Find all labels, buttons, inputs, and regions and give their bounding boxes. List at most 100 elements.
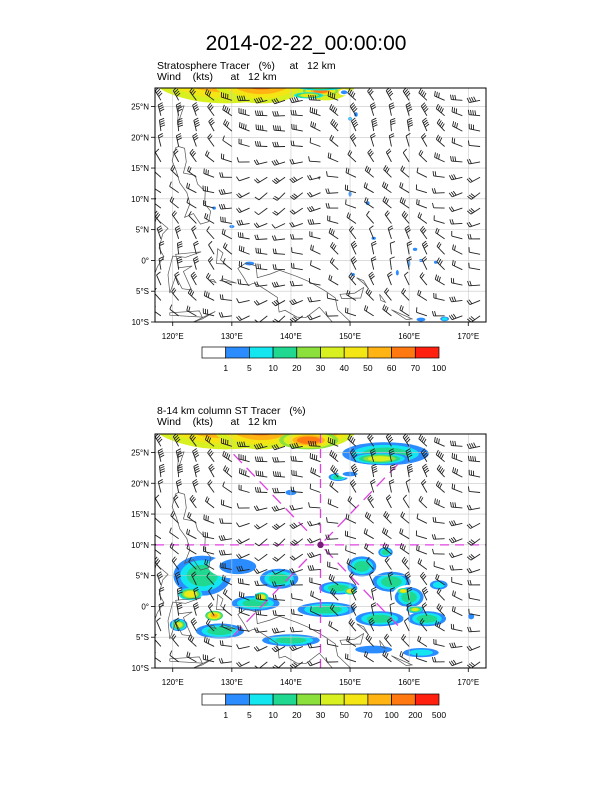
wind-barb-feather	[469, 626, 472, 632]
wind-barb-feather	[254, 580, 257, 586]
tracer-contour	[240, 406, 283, 431]
wind-barb-feather	[422, 229, 427, 234]
wind-barb-feather	[423, 244, 429, 249]
wind-barb	[289, 644, 303, 652]
wind-barb-feather	[434, 90, 436, 96]
wind-barb	[326, 639, 339, 647]
wind-barb	[384, 287, 392, 301]
wind-barb-feather	[368, 88, 373, 94]
wind-barb-feather	[194, 119, 199, 123]
wind-barb-feather	[311, 205, 315, 211]
wind-barb-feather	[433, 188, 437, 194]
wind-barb-shaft	[436, 246, 445, 255]
wind-barb-shaft	[451, 445, 463, 447]
wind-barb-feather	[450, 314, 455, 320]
colorbar-swatch	[296, 693, 321, 706]
wind-barb-shaft	[416, 203, 428, 209]
wind-barb	[155, 494, 162, 509]
wind-barb	[253, 568, 268, 574]
wind-barb-feather	[365, 198, 369, 204]
wind-barb	[467, 140, 481, 147]
wind-barb-feather	[208, 450, 213, 455]
wind-barb-feather	[193, 117, 199, 121]
wind-barb-shaft	[207, 106, 215, 116]
wind-barb-shaft	[170, 169, 179, 178]
wind-barb-feather	[174, 434, 179, 439]
wind-barb-feather	[236, 662, 241, 667]
wind-barb-shaft	[451, 581, 463, 586]
wind-barb	[436, 118, 445, 132]
wind-barb-feather	[364, 197, 367, 203]
wind-barb-feather	[468, 194, 474, 199]
wind-barb	[190, 271, 198, 286]
wind-barb-feather	[190, 617, 195, 622]
wind-barb	[387, 225, 394, 240]
wind-barb-feather	[171, 287, 175, 293]
wind-barb-feather	[239, 625, 242, 631]
wind-barb-feather	[466, 556, 472, 561]
wind-barb-feather	[350, 586, 356, 591]
wind-barb	[467, 579, 481, 586]
wind-barb-feather	[405, 102, 411, 106]
wind-barb	[384, 633, 392, 647]
wind-barb-feather	[467, 455, 470, 461]
tracer-contour	[240, 60, 283, 85]
wind-barb	[289, 176, 303, 183]
wind-barb-feather	[257, 487, 259, 493]
wind-barb-shaft	[276, 553, 286, 562]
wind-barb	[347, 495, 357, 509]
wind-barb	[271, 159, 286, 166]
wind-barb-feather	[382, 196, 386, 202]
wind-barb-feather	[452, 502, 455, 508]
wind-barb	[389, 602, 395, 616]
wind-barb-shaft	[309, 235, 321, 240]
wind-barb-feather	[353, 469, 359, 474]
wind-barb-feather	[289, 542, 295, 546]
wind-barb	[370, 132, 376, 147]
wind-barb	[370, 256, 377, 270]
wind-barb-feather	[205, 169, 207, 175]
wind-barb-feather	[454, 502, 457, 508]
wind-barb-feather	[453, 174, 457, 179]
wind-barb-shaft	[329, 261, 339, 270]
wind-barb	[272, 248, 286, 255]
wind-barb	[290, 580, 303, 586]
wind-barb	[306, 191, 321, 198]
tracer-contour	[258, 595, 265, 600]
wind-barb-shaft	[470, 661, 481, 668]
wind-barb-feather	[401, 183, 404, 189]
wind-barb-feather	[325, 311, 328, 317]
wind-barb-feather	[387, 436, 393, 441]
wind-barb	[272, 457, 286, 463]
wind-barb-feather	[372, 470, 378, 474]
wind-barb-shaft	[389, 243, 392, 255]
wind-barb-feather	[450, 552, 455, 558]
wind-barb	[222, 450, 233, 463]
tracer-contour	[354, 561, 370, 572]
wind-barb	[205, 496, 215, 509]
wind-barb	[406, 240, 413, 255]
wind-barb-feather	[293, 176, 298, 181]
wind-barb-feather	[402, 635, 407, 641]
wind-barb	[400, 511, 410, 524]
wind-barb	[468, 123, 481, 132]
wind-barb-feather	[346, 289, 349, 295]
wind-barb-feather	[330, 229, 333, 235]
wind-barb-feather	[347, 514, 350, 520]
wind-barb-feather	[467, 195, 472, 200]
wind-barb-shaft	[309, 99, 321, 101]
wind-barb	[272, 111, 286, 117]
wind-barb-feather	[422, 586, 427, 591]
wind-barb-feather	[471, 442, 475, 448]
coastline	[169, 310, 203, 318]
wind-barb-feather	[205, 291, 208, 297]
wind-barb-feather	[408, 124, 414, 128]
wind-barb-feather	[312, 95, 315, 101]
wind-barb	[253, 300, 268, 306]
wind-barb-feather	[209, 258, 214, 263]
wind-barb	[187, 511, 197, 524]
wind-barb-feather	[254, 141, 257, 147]
wind-barb-feather	[223, 229, 226, 235]
wind-barb	[236, 157, 250, 163]
wind-barb-feather	[407, 463, 413, 467]
